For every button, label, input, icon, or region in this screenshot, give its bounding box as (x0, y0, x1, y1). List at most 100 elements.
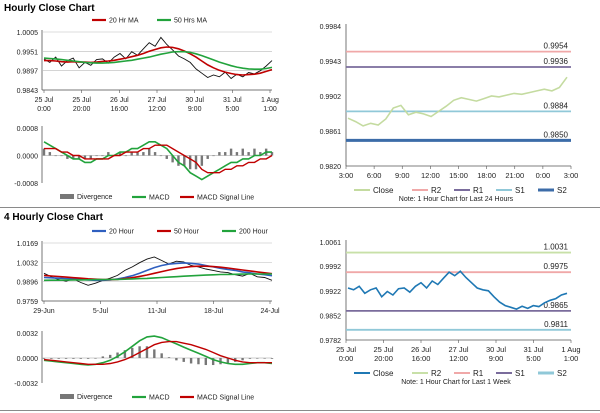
h-macd-divergence-bar (77, 155, 81, 159)
h-macd-divergence-bar (218, 152, 221, 156)
h-price-x-tick: 25 Jul (72, 97, 91, 104)
h-lev-note: Note: 1 Hour Chart for Last 24 Hours (399, 196, 514, 203)
h-macd-legend-divergence-swatch (60, 194, 74, 199)
f-lev-y-tick: 0.9782 (320, 338, 342, 345)
h-macd-divergence-bar (60, 155, 63, 157)
h-macd-divergence-bar (229, 148, 233, 156)
f-macd-divergence-bar (123, 350, 127, 358)
h-macd-divergence-bar (235, 152, 239, 156)
h-macd-divergence-bar (54, 155, 57, 157)
f-lev-legend-label-close: Close (373, 369, 394, 378)
h-price-x-tick: 26 Jul (110, 97, 129, 104)
f-macd-divergence-bar (72, 358, 75, 359)
h-lev-legend-label-s2: S2 (557, 186, 567, 195)
section-divider (0, 207, 600, 208)
f-lev-x-tick: 1:00 (564, 354, 579, 363)
h-macd-divergence-bar (83, 155, 87, 159)
f-macd-legend-divergence-label: Divergence (77, 394, 113, 401)
hourly-macd-chart: 0.0008 0.0000 -0.0008 Divergence MACD MACD Si… (14, 126, 274, 202)
h-macd-divergence-bar (177, 155, 180, 166)
h-macd-divergence-bar (130, 152, 133, 156)
f-macd-divergence-bar (101, 356, 105, 358)
bottom-divider (0, 410, 600, 411)
h-macd-divergence-bar (270, 152, 274, 156)
h-price-y-tick: 0.9897 (17, 69, 39, 76)
f-macd-divergence-bar (153, 349, 156, 358)
h-price-x-tick: 27 Jul (148, 97, 167, 104)
f-lev-x-tick: 12:00 (449, 354, 468, 363)
four-hourly-macd-chart: 0.0032 0.0000 -0.0032 Divergence MACD MACD Si… (14, 331, 274, 402)
h-price-y-tick: 0.9843 (17, 88, 39, 95)
h-lev-y-tick: 0.9820 (320, 164, 342, 171)
h-macd-divergence-bar (72, 155, 75, 159)
f-lev-note: Note: 1 Hour Chart for Last 1 Week (401, 379, 511, 386)
h-macd-divergence-bar (42, 148, 46, 156)
f-price-legend-0-label: 20 Hour (109, 229, 135, 236)
h-macd-signal-line (44, 144, 273, 174)
f-macd-divergence-bar (86, 358, 90, 359)
h-macd-divergence-bar (89, 155, 92, 159)
f-macd-y-tick: 0.0032 (17, 331, 39, 338)
h-lev-x-tick: 21:00 (505, 171, 524, 180)
f-lev-level-label-r1: 0.9975 (544, 262, 569, 271)
f-lev-x-tick: 9:00 (489, 354, 504, 363)
h-price-series-50-hrs-ma (43, 50, 273, 70)
f-price-series-200-hour (43, 273, 272, 282)
h-macd-divergence-bar (206, 155, 209, 159)
h-price-x-tick: 9:00 (188, 106, 202, 113)
h-lev-x-tick: 0:00 (536, 171, 551, 180)
f-lev-y-tick: 0.9992 (320, 264, 342, 271)
f-macd-divergence-bar (263, 358, 266, 359)
h-price-x-tick: 16:00 (111, 106, 129, 113)
f-lev-close-line (347, 270, 568, 310)
f-macd-signal-line (43, 340, 272, 365)
f-macd-divergence-bar (175, 358, 178, 361)
f-lev-x-tick: 27 Jul (448, 345, 468, 354)
h-lev-y-tick: 0.9861 (320, 129, 342, 136)
h-price-x-tick: 1:00 (263, 106, 277, 113)
h-macd-divergence-bar (124, 155, 128, 157)
f-macd-divergence-bar (57, 358, 60, 359)
h-price-x-tick: 12:00 (148, 106, 166, 113)
h-lev-x-tick: 3:00 (564, 171, 579, 180)
f-price-x-tick: 5-Jul (93, 308, 109, 315)
f-lev-legend-label-s2: S2 (557, 369, 567, 378)
h-macd-legend-macd-label: MACD (149, 195, 170, 202)
f-price-y-tick: 1.0032 (17, 260, 39, 267)
f-lev-y-tick: 0.9852 (320, 313, 342, 320)
f-price-x-tick: 18-Jul (204, 308, 224, 315)
h-lev-x-tick: 3:00 (339, 171, 354, 180)
f-macd-divergence-bar (64, 358, 68, 359)
h-macd-divergence-bar (253, 148, 256, 156)
f-lev-x-tick: 0:00 (339, 354, 354, 363)
h-macd-divergence-bar (188, 155, 192, 170)
f-price-x-tick: 11-Jul (148, 308, 167, 315)
f-lev-x-tick: 20:00 (374, 354, 393, 363)
h-macd-divergence-bar (159, 155, 163, 157)
h-macd-divergence-bar (241, 148, 244, 156)
h-price-x-tick: 20:00 (73, 106, 91, 113)
f-lev-x-tick: 16:00 (412, 354, 431, 363)
h-macd-divergence-bar (200, 155, 204, 166)
f-macd-divergence-bar (160, 353, 163, 358)
f-lev-x-tick: 26 Jul (411, 345, 431, 354)
h-lev-close-line (347, 76, 568, 127)
hourly-levels-chart: 0.9984 0.9943 0.9902 0.9861 0.9820 0.9954 0.99… (320, 24, 579, 203)
h-price-y-tick: 0.9951 (17, 49, 39, 56)
h-macd-divergence-bar (259, 152, 262, 156)
f-macd-divergence-bar (108, 354, 112, 358)
f-macd-divergence-bar (131, 347, 134, 358)
h-lev-x-tick: 18:00 (477, 171, 496, 180)
four-hourly-levels-chart: 1.0061 0.9992 0.9922 0.9852 0.9782 1.0031 0.99… (320, 240, 581, 386)
f-lev-y-tick: 1.0061 (320, 240, 342, 247)
four-hourly-price-chart: 1.0169 1.0032 0.9896 0.9759 20 Hour 50 Hour 20… (17, 229, 280, 316)
f-macd-divergence-bar (42, 358, 46, 359)
h-lev-x-tick: 12:00 (421, 171, 440, 180)
f-price-y-tick: 1.0169 (17, 241, 39, 248)
h-price-x-tick: 31 Jul (223, 97, 242, 104)
f-lev-legend-label-r1: R1 (473, 369, 484, 378)
f-macd-divergence-bar (256, 358, 259, 359)
f-lev-x-tick: 25 Jul (336, 345, 356, 354)
h-price-legend-1-label: 50 Hrs MA (174, 18, 207, 25)
h-macd-divergence-bar (183, 155, 186, 166)
